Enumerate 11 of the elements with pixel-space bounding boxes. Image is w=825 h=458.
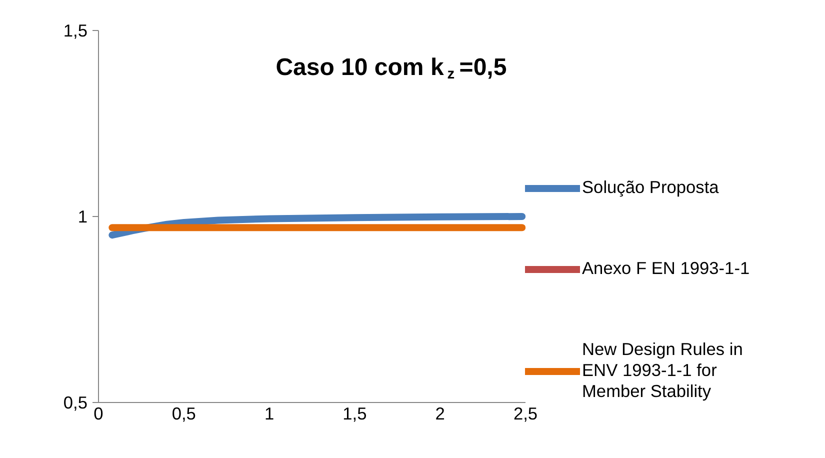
- x-tick-label: 0,5: [172, 404, 196, 424]
- x-tick-label: 0: [94, 404, 104, 424]
- y-tick-label: 1,5: [63, 20, 88, 40]
- x-tick-label: 1: [264, 404, 274, 424]
- legend-label: Solução Proposta: [582, 177, 719, 198]
- legend-label: Anexo F EN 1993-1-1: [582, 258, 750, 279]
- x-tick-label: 1,5: [342, 404, 367, 424]
- y-tick-label: 1: [78, 206, 88, 226]
- x-tick-label: 2: [435, 404, 445, 424]
- legend-label: New Design Rules in ENV 1993-1-1 for Member Stability: [582, 339, 743, 402]
- x-tick-label: 2,5: [513, 404, 538, 424]
